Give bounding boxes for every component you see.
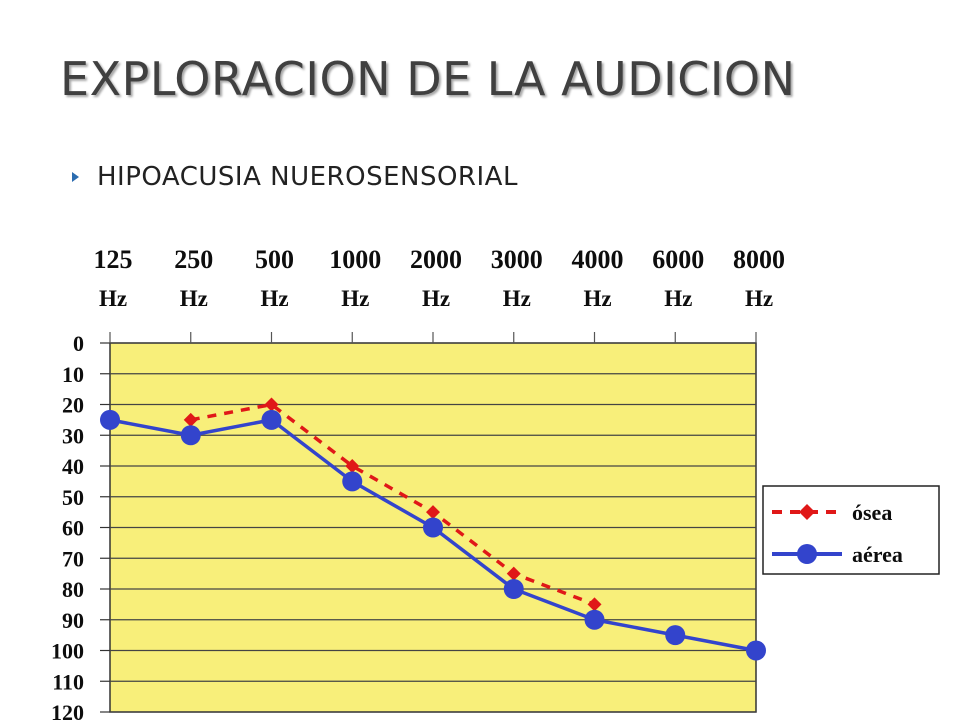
data-point-aerea bbox=[665, 625, 686, 646]
y-tick-label: 80 bbox=[62, 577, 84, 602]
x-tick-unit: Hz bbox=[503, 286, 531, 311]
x-tick-unit: Hz bbox=[260, 286, 288, 311]
data-point-aerea bbox=[584, 609, 605, 630]
legend-marker bbox=[799, 504, 815, 520]
y-tick-label: 110 bbox=[52, 669, 84, 694]
y-tick-label: 90 bbox=[62, 608, 84, 633]
x-tick-unit: Hz bbox=[341, 286, 369, 311]
data-point-aerea bbox=[100, 409, 120, 430]
series-line-osea bbox=[190, 402, 596, 607]
x-tick-label: 500 bbox=[255, 245, 294, 274]
x-tick-label: 1000 bbox=[329, 245, 381, 274]
y-tick-label: 100 bbox=[51, 639, 84, 664]
data-point-osea bbox=[264, 397, 279, 412]
y-tick-label: 60 bbox=[62, 516, 84, 541]
y-tick-label: 120 bbox=[51, 700, 84, 720]
data-point-osea bbox=[345, 459, 360, 473]
data-point-aerea bbox=[423, 517, 443, 538]
data-point-aerea bbox=[503, 579, 524, 599]
bullet-item: HIPOACUSIA NUEROSENSORIAL bbox=[72, 162, 518, 192]
y-tick-label: 40 bbox=[62, 454, 84, 479]
legend-box bbox=[762, 485, 940, 575]
legend-label: aérea bbox=[852, 542, 903, 567]
y-tick-label: 10 bbox=[62, 362, 84, 387]
data-point-osea bbox=[506, 566, 521, 581]
slide-title: EXPLORACION DE LA AUDICION bbox=[60, 52, 796, 106]
x-tick-unit: Hz bbox=[664, 286, 692, 311]
y-tick-label: 30 bbox=[62, 423, 84, 448]
bullet-text: HIPOACUSIA NUEROSENSORIAL bbox=[97, 162, 518, 192]
data-point-osea bbox=[183, 412, 198, 427]
x-tick-label: 4000 bbox=[572, 245, 624, 274]
data-point-osea bbox=[587, 597, 602, 612]
x-tick-label: 3000 bbox=[491, 245, 543, 274]
legend-label: ósea bbox=[852, 500, 892, 525]
data-point-aerea bbox=[342, 471, 363, 492]
x-tick-unit: Hz bbox=[583, 286, 611, 311]
x-tick-label: 2000 bbox=[410, 245, 462, 274]
y-tick-label: 50 bbox=[62, 485, 84, 510]
data-point-aerea bbox=[746, 640, 766, 661]
triangle-right-icon bbox=[72, 172, 79, 182]
legend: ósea aérea bbox=[762, 485, 940, 575]
legend-marker bbox=[797, 544, 817, 564]
x-tick-label: 250 bbox=[174, 245, 213, 274]
x-tick-unit: Hz bbox=[99, 286, 127, 311]
x-tick-label: 125 bbox=[94, 245, 133, 274]
x-tick-unit: Hz bbox=[422, 286, 450, 311]
x-tick-unit: Hz bbox=[745, 286, 773, 311]
x-tick-label: 8000 bbox=[733, 245, 785, 274]
y-tick-label: 20 bbox=[62, 393, 84, 418]
x-tick-label: 6000 bbox=[652, 245, 704, 274]
data-point-osea bbox=[426, 505, 440, 520]
data-point-aerea bbox=[261, 409, 282, 430]
x-tick-unit: Hz bbox=[180, 286, 208, 311]
y-tick-label: 70 bbox=[62, 546, 84, 571]
data-point-aerea bbox=[180, 425, 201, 446]
y-tick-label: 0 bbox=[73, 331, 84, 356]
